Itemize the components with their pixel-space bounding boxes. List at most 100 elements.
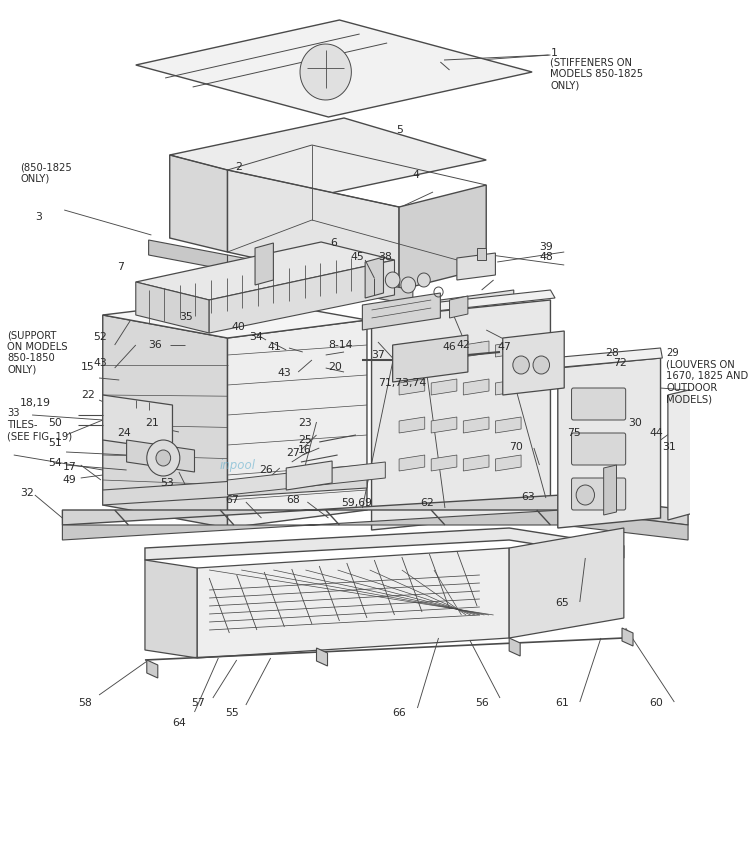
Text: 7: 7 bbox=[117, 262, 124, 272]
Text: 51: 51 bbox=[47, 438, 62, 448]
Text: 33
TILES-
(SEE FIG. 19): 33 TILES- (SEE FIG. 19) bbox=[8, 408, 72, 441]
Text: 71,73,74: 71,73,74 bbox=[378, 378, 426, 388]
Text: 50: 50 bbox=[47, 418, 62, 428]
Text: 38: 38 bbox=[378, 252, 392, 262]
Text: 15: 15 bbox=[80, 362, 95, 372]
Polygon shape bbox=[371, 300, 550, 530]
Text: 25: 25 bbox=[298, 435, 312, 445]
Text: 59,69: 59,69 bbox=[341, 498, 372, 508]
Text: 66: 66 bbox=[393, 708, 406, 718]
Polygon shape bbox=[457, 253, 496, 280]
Polygon shape bbox=[463, 341, 489, 357]
Polygon shape bbox=[228, 320, 367, 528]
Text: 53: 53 bbox=[160, 478, 174, 488]
Text: 2: 2 bbox=[235, 162, 241, 172]
Text: 31: 31 bbox=[663, 442, 676, 452]
Polygon shape bbox=[385, 272, 400, 288]
Circle shape bbox=[147, 440, 180, 476]
Polygon shape bbox=[362, 293, 441, 330]
Text: 35: 35 bbox=[179, 312, 193, 322]
FancyBboxPatch shape bbox=[572, 478, 626, 510]
Polygon shape bbox=[103, 472, 367, 505]
FancyBboxPatch shape bbox=[572, 433, 626, 465]
Text: 52: 52 bbox=[93, 332, 108, 342]
Text: 67: 67 bbox=[225, 495, 238, 505]
Circle shape bbox=[156, 450, 171, 466]
Polygon shape bbox=[170, 118, 487, 197]
Circle shape bbox=[576, 485, 595, 505]
Polygon shape bbox=[145, 560, 197, 658]
Polygon shape bbox=[431, 341, 457, 357]
Polygon shape bbox=[136, 20, 532, 117]
Text: 36: 36 bbox=[149, 340, 162, 350]
Polygon shape bbox=[62, 495, 688, 525]
Polygon shape bbox=[147, 660, 158, 678]
Text: 22: 22 bbox=[80, 390, 95, 400]
Text: 49: 49 bbox=[62, 475, 76, 485]
Text: 65: 65 bbox=[555, 598, 569, 608]
Polygon shape bbox=[496, 341, 521, 357]
Text: 55: 55 bbox=[225, 708, 238, 718]
Polygon shape bbox=[300, 44, 351, 100]
Text: 32: 32 bbox=[20, 488, 34, 498]
Text: 42: 42 bbox=[457, 340, 471, 350]
Polygon shape bbox=[496, 379, 521, 395]
Polygon shape bbox=[401, 277, 416, 293]
Polygon shape bbox=[503, 331, 564, 395]
Polygon shape bbox=[209, 260, 395, 333]
Text: 68: 68 bbox=[287, 495, 300, 505]
Text: 43: 43 bbox=[93, 358, 108, 368]
Text: 75: 75 bbox=[567, 428, 581, 438]
Polygon shape bbox=[399, 379, 425, 395]
Text: 61: 61 bbox=[555, 698, 569, 708]
Polygon shape bbox=[622, 628, 633, 646]
Text: 28: 28 bbox=[605, 348, 619, 358]
Text: 54: 54 bbox=[47, 458, 62, 468]
Text: 17: 17 bbox=[62, 462, 76, 472]
Polygon shape bbox=[367, 290, 555, 318]
Text: 8-14: 8-14 bbox=[329, 340, 353, 350]
Text: 62: 62 bbox=[420, 498, 434, 508]
Text: inpool: inpool bbox=[220, 459, 256, 473]
Polygon shape bbox=[399, 185, 487, 290]
Polygon shape bbox=[399, 341, 425, 357]
Polygon shape bbox=[126, 440, 195, 472]
Text: 3: 3 bbox=[35, 212, 42, 222]
Polygon shape bbox=[228, 170, 399, 290]
Polygon shape bbox=[496, 417, 521, 433]
Polygon shape bbox=[365, 257, 384, 298]
Polygon shape bbox=[496, 455, 521, 471]
Text: 23: 23 bbox=[298, 418, 312, 428]
Text: 43: 43 bbox=[277, 368, 291, 378]
Text: 39: 39 bbox=[539, 242, 553, 252]
Text: 60: 60 bbox=[650, 698, 663, 708]
Polygon shape bbox=[62, 510, 688, 540]
Text: 6: 6 bbox=[330, 238, 337, 248]
Text: 26: 26 bbox=[259, 465, 272, 475]
Text: 48: 48 bbox=[539, 252, 553, 262]
Text: 44: 44 bbox=[650, 428, 663, 438]
Polygon shape bbox=[399, 455, 425, 471]
Text: 27: 27 bbox=[287, 448, 300, 458]
Polygon shape bbox=[149, 240, 228, 270]
Text: 40: 40 bbox=[231, 322, 245, 332]
Polygon shape bbox=[417, 273, 430, 287]
Polygon shape bbox=[431, 417, 457, 433]
Text: 34: 34 bbox=[250, 332, 263, 342]
Text: (STIFFENERS ON
MODELS 850-1825
ONLY): (STIFFENERS ON MODELS 850-1825 ONLY) bbox=[550, 57, 644, 90]
Text: 30: 30 bbox=[629, 418, 642, 428]
Text: 5: 5 bbox=[396, 125, 403, 135]
Polygon shape bbox=[550, 348, 663, 368]
Polygon shape bbox=[509, 528, 624, 638]
Polygon shape bbox=[317, 648, 328, 666]
Text: 45: 45 bbox=[350, 252, 364, 262]
Text: 41: 41 bbox=[268, 342, 282, 352]
Polygon shape bbox=[431, 379, 457, 395]
Text: 24: 24 bbox=[117, 428, 131, 438]
Polygon shape bbox=[170, 155, 228, 252]
Polygon shape bbox=[509, 638, 520, 656]
Text: 72: 72 bbox=[613, 358, 626, 368]
Polygon shape bbox=[558, 358, 660, 528]
Text: 1: 1 bbox=[550, 48, 557, 58]
Circle shape bbox=[513, 356, 529, 374]
